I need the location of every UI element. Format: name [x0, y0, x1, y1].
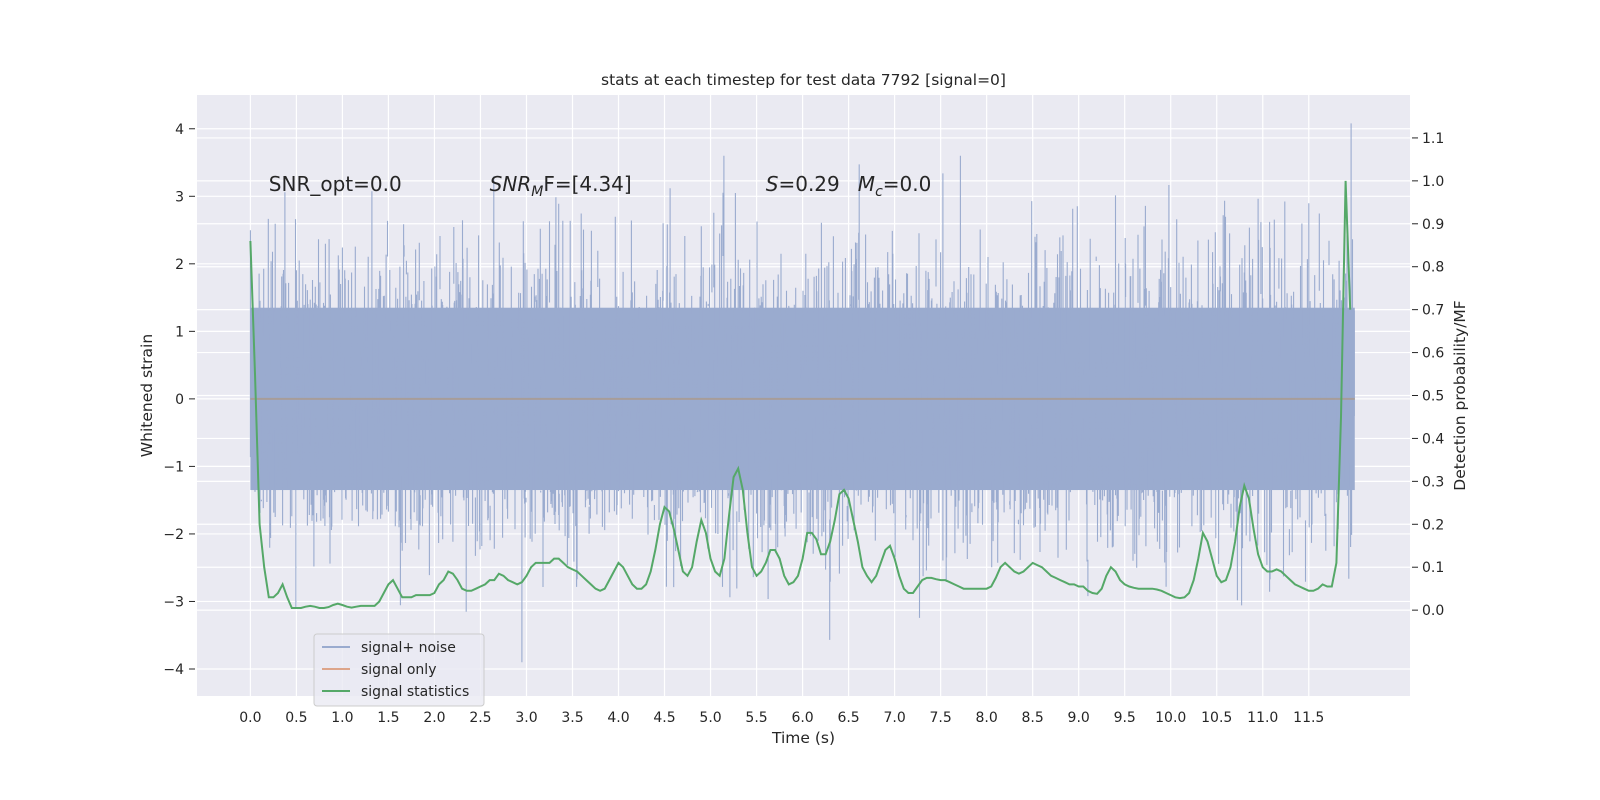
x-tick-label: 2.5: [469, 710, 491, 726]
y-right-tick-label: 1.1: [1422, 131, 1444, 147]
series-signal-statistics: [249, 180, 1352, 609]
x-tick-label: 8.5: [1022, 710, 1044, 726]
x-tick-label: 0.5: [285, 710, 307, 726]
x-tick-label: 5.5: [745, 710, 767, 726]
x-tick-label: 3.5: [561, 710, 583, 726]
x-tick-label: 2.0: [423, 710, 445, 726]
legend-label: signal statistics: [361, 684, 469, 700]
x-tick-label: 1.0: [331, 710, 353, 726]
annotation-text: S=0.29: [766, 172, 840, 196]
y-axis-title: Whitened strain: [138, 334, 156, 457]
annotation-text: SNR_opt=0.0: [269, 172, 402, 196]
x-tick-label: 0.0: [239, 710, 261, 726]
legend-box: [313, 633, 485, 707]
chart-title: stats at each timestep for test data 779…: [601, 71, 1006, 89]
x-tick-label: 4.5: [653, 710, 675, 726]
y-right-tick-label: 0.2: [1422, 517, 1444, 533]
y-right-tick-label: 0.0: [1422, 603, 1444, 619]
x-tick-label: 5.0: [699, 710, 721, 726]
y-right-tick-label: 1.0: [1422, 174, 1444, 190]
x-tick-label: 9.0: [1068, 710, 1090, 726]
x-axis-title: Time (s): [771, 729, 835, 747]
x-tick-label: 10.5: [1201, 710, 1232, 726]
y-right-tick-label: 0.8: [1422, 260, 1444, 276]
y-tick-label: 3: [175, 189, 184, 205]
annotation-text: Mc=0.0: [858, 172, 932, 200]
legend-label: signal only: [361, 662, 436, 678]
y-right-tick-label: 0.4: [1422, 431, 1444, 447]
x-tick-label: 6.0: [791, 710, 813, 726]
ticks: 0.0 0.5 1.0 1.5 2.0 2.5 3.0 3.5 4.0 4.5 5.0 5.5 6.0 6…: [163, 122, 1444, 726]
y-tick-label: 4: [175, 122, 184, 138]
x-tick-label: 8.0: [976, 710, 998, 726]
x-tick-label: 11.5: [1293, 710, 1324, 726]
y-tick-label: −1: [163, 459, 184, 475]
y-right-tick-label: 0.6: [1422, 346, 1444, 362]
annotation-text: SNRMF=[4.34]: [490, 172, 632, 200]
y-tick-label: 1: [175, 324, 184, 340]
y-right-tick-label: 0.1: [1422, 560, 1444, 576]
y-tick-label: 2: [175, 257, 184, 273]
y-right-tick-label: 0.9: [1422, 217, 1444, 233]
annotations: SNR_opt=0.0 SNRMF=[4.34] S=0.29 Mc=0.0: [269, 172, 932, 200]
x-tick-label: 6.5: [837, 710, 859, 726]
x-tick-label: 10.0: [1155, 710, 1186, 726]
legend-label: signal+ noise: [361, 640, 456, 656]
y-axis-right-title: Detection probability/MF: [1451, 300, 1469, 491]
y-right-tick-label: 0.3: [1422, 474, 1444, 490]
y-tick-label: −4: [163, 662, 184, 678]
y-tick-label: −2: [163, 527, 184, 543]
y-right-tick-label: 0.7: [1422, 303, 1444, 319]
y-tick-label: −3: [163, 594, 184, 610]
x-tick-label: 3.0: [515, 710, 537, 726]
x-tick-label: 11.0: [1247, 710, 1278, 726]
x-tick-label: 7.0: [883, 710, 905, 726]
x-tick-label: 9.5: [1114, 710, 1136, 726]
x-tick-label: 1.5: [377, 710, 399, 726]
x-tick-label: 7.5: [929, 710, 951, 726]
x-tick-label: 4.0: [607, 710, 629, 726]
series-layer: [249, 123, 1355, 663]
y-tick-label: 0: [175, 392, 184, 408]
legend: signal+ noise signal only signal statistic…: [313, 633, 485, 707]
y-right-tick-label: 0.5: [1422, 389, 1444, 405]
